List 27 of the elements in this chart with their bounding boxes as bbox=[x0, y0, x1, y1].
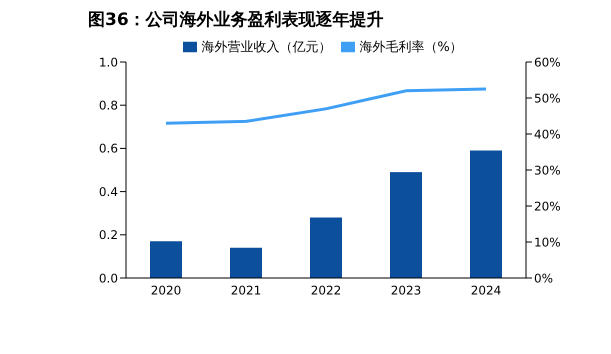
y2-tick-label: 10% bbox=[534, 235, 561, 250]
y-tick-label: 0.6 bbox=[98, 142, 118, 156]
y2-tick-label: 60% bbox=[534, 55, 561, 70]
bar bbox=[470, 150, 502, 278]
bar bbox=[230, 248, 262, 278]
y-tick-label: 0.0 bbox=[98, 271, 118, 286]
y-tick-label: 0.4 bbox=[98, 184, 118, 199]
y-tick-label: 0.2 bbox=[98, 228, 118, 242]
y2-tick-label: 20% bbox=[534, 199, 561, 214]
x-tick-label: 2023 bbox=[390, 284, 422, 298]
legend-label: 海外营业收入（亿元） bbox=[201, 40, 332, 55]
y2-tick-label: 30% bbox=[534, 163, 561, 178]
y2-tick-label: 40% bbox=[534, 127, 561, 142]
y-tick-label: 0.8 bbox=[98, 98, 118, 112]
y2-tick-label: 50% bbox=[534, 91, 561, 106]
bar bbox=[150, 241, 182, 278]
line-series bbox=[164, 88, 488, 125]
legend-label: 海外毛利率（%） bbox=[359, 40, 463, 55]
chart-title: 图36：公司海外业务盈利表现逐年提升 bbox=[88, 9, 385, 32]
bar bbox=[310, 218, 342, 278]
x-tick-label: 2020 bbox=[150, 284, 182, 298]
y2-tick-label: 0% bbox=[534, 271, 554, 286]
x-tick-label: 2022 bbox=[310, 284, 342, 298]
bar bbox=[390, 172, 422, 278]
x-tick-label: 2024 bbox=[470, 284, 502, 298]
y-tick-label: 1.0 bbox=[98, 55, 118, 70]
x-tick-label: 2021 bbox=[230, 284, 262, 298]
